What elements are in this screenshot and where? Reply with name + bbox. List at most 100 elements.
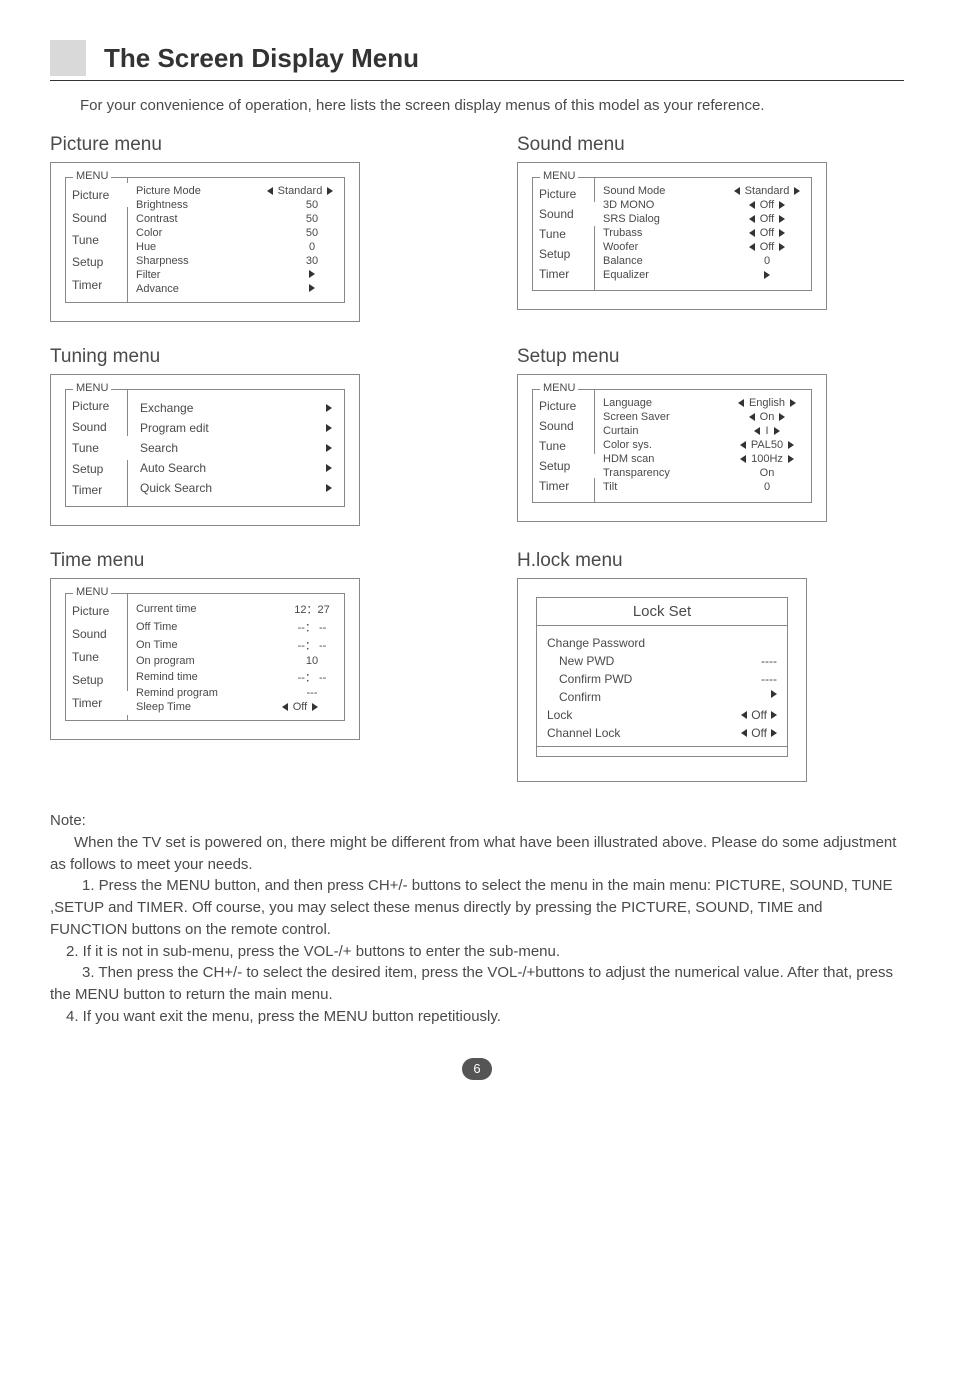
left-arrow-icon (741, 729, 747, 737)
row-label: Trubass (603, 227, 731, 239)
tuning-title: Tuning menu (50, 346, 437, 368)
row-label: HDM scan (603, 453, 731, 465)
row-label: Lock (547, 708, 572, 722)
tab-picture: Picture (539, 184, 594, 204)
row-value: Off (751, 726, 767, 740)
row-value: PAL50 (751, 439, 783, 451)
left-arrow-icon (749, 243, 755, 251)
lock-footer-divider (537, 746, 787, 756)
row-value: I (765, 425, 768, 437)
right-arrow-icon (779, 229, 785, 237)
right-arrow-icon (779, 215, 785, 223)
setup-menu-box: MENU Picture Sound Tune Setup Timer Lang… (517, 374, 827, 522)
right-arrow-icon (326, 404, 332, 412)
row-value: 10 (288, 655, 336, 667)
row-label: Color sys. (603, 439, 731, 451)
row-value: ---- (761, 654, 777, 668)
right-arrow-icon (779, 243, 785, 251)
row-value: Off (293, 701, 307, 713)
right-arrow-icon (788, 455, 794, 463)
tab-setup: Setup (539, 456, 594, 476)
time-panel: Current time12：27 Off Time--： -- On Time… (127, 593, 345, 721)
row-value: Off (760, 199, 774, 211)
row-value: Off (760, 227, 774, 239)
hlock-panel: Change Password New PWD---- Confirm PWD-… (537, 626, 787, 746)
note-p1: When the TV set is powered on, there mig… (50, 832, 904, 876)
tab-sound: Sound (72, 208, 127, 228)
tuning-panel: Exchange Program edit Search Auto Search… (127, 389, 345, 507)
menu-header-label: MENU (73, 382, 111, 394)
row-label: Balance (603, 255, 731, 267)
right-arrow-icon (326, 444, 332, 452)
row-label: Search (140, 441, 326, 455)
tab-tune: Tune (72, 230, 127, 250)
picture-title: Picture menu (50, 134, 437, 156)
row-label: Language (603, 397, 731, 409)
row-label: Tilt (603, 481, 731, 493)
time-menu-box: MENU Picture Sound Tune Setup Timer Curr… (50, 578, 360, 740)
row-label: Advance (136, 283, 288, 295)
row-value: --： -- (288, 669, 336, 685)
row-value: 100Hz (751, 453, 783, 465)
picture-section: Picture menu MENU Picture Sound Tune Set… (50, 134, 437, 322)
row-value: On (760, 467, 775, 479)
left-arrow-icon (740, 455, 746, 463)
row-label: Off Time (136, 621, 288, 633)
right-arrow-icon (326, 484, 332, 492)
row-label: Hue (136, 241, 288, 253)
row-label: Sharpness (136, 255, 288, 267)
right-arrow-icon (312, 703, 318, 711)
side-tabs: Picture Sound Tune Setup Timer (65, 389, 127, 507)
intro-text: For your convenience of operation, here … (80, 95, 904, 116)
row-value: 50 (288, 199, 336, 211)
left-arrow-icon (282, 703, 288, 711)
row-value: 0 (288, 241, 336, 253)
row-label: Contrast (136, 213, 288, 225)
title-row: The Screen Display Menu (50, 40, 904, 76)
right-arrow-icon (788, 441, 794, 449)
tab-timer: Timer (72, 275, 127, 295)
row-value: 0 (764, 255, 770, 267)
menu-grid: Picture menu MENU Picture Sound Tune Set… (50, 134, 904, 782)
sound-title: Sound menu (517, 134, 904, 156)
tab-sound: Sound (539, 204, 594, 224)
right-arrow-icon (309, 270, 315, 278)
side-tabs: Picture Sound Tune Setup Timer (65, 593, 127, 721)
note-p2: 1. Press the MENU button, and then press… (50, 875, 904, 940)
tab-setup: Setup (72, 252, 127, 272)
tab-picture: Picture (72, 185, 127, 205)
row-label: Program edit (140, 421, 326, 435)
hlock-section: H.lock menu Lock Set Change Password New… (517, 550, 904, 782)
row-label: Picture Mode (136, 185, 264, 197)
right-arrow-icon (794, 187, 800, 195)
side-tabs: Picture Sound Tune Setup Timer (65, 177, 127, 303)
row-value: --： -- (288, 619, 336, 635)
hlock-menu-box: Lock Set Change Password New PWD---- Con… (517, 578, 807, 782)
tab-tune: Tune (539, 436, 594, 456)
right-arrow-icon (779, 413, 785, 421)
left-arrow-icon (749, 201, 755, 209)
lock-set-title: Lock Set (537, 598, 787, 626)
left-arrow-icon (734, 187, 740, 195)
title-underline (50, 80, 904, 81)
row-label: On program (136, 655, 288, 667)
side-tabs: Picture Sound Tune Setup Timer (532, 389, 594, 503)
row-value: Standard (278, 185, 323, 197)
right-arrow-icon (764, 271, 770, 279)
title-square-decor (50, 40, 86, 76)
row-label: Sleep Time (136, 701, 264, 713)
row-label: Current time (136, 603, 288, 615)
row-value: 30 (288, 255, 336, 267)
row-label: Channel Lock (547, 726, 620, 740)
tab-tune: Tune (539, 224, 594, 244)
menu-header-label: MENU (540, 382, 578, 394)
row-label: On Time (136, 639, 288, 651)
note-p4: 3. Then press the CH+/- to select the de… (50, 962, 904, 1006)
tab-timer: Timer (539, 476, 594, 496)
row-label: Sound Mode (603, 185, 731, 197)
row-label: Woofer (603, 241, 731, 253)
setup-panel: LanguageEnglish Screen SaverOn CurtainI … (594, 389, 812, 503)
row-label: Change Password (547, 636, 645, 650)
row-value: Off (751, 708, 767, 722)
row-label: 3D MONO (603, 199, 731, 211)
